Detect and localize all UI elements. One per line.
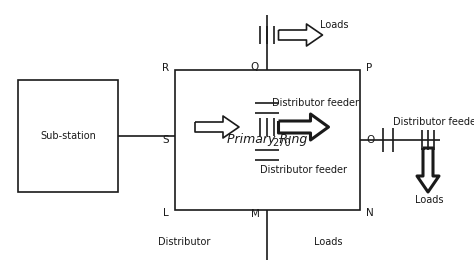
Text: Loads: Loads (415, 195, 444, 205)
Text: Distributor feeder: Distributor feeder (273, 98, 359, 108)
Text: S: S (163, 135, 169, 145)
Text: Loads: Loads (315, 237, 343, 247)
Text: P: P (366, 63, 372, 73)
Text: N: N (366, 208, 374, 218)
Bar (175, 70, 360, 210)
Text: Distributor feeder: Distributor feeder (260, 165, 347, 175)
Text: Primary Ring: Primary Ring (228, 134, 308, 147)
Text: L: L (163, 208, 169, 218)
Text: R: R (162, 63, 169, 73)
Text: Distributor: Distributor (158, 237, 210, 247)
Text: Sub-station: Sub-station (40, 131, 96, 141)
Text: M: M (251, 209, 259, 219)
Text: Distributor feeder: Distributor feeder (393, 117, 474, 127)
Bar (18, 80, 118, 192)
Text: Loads: Loads (320, 20, 348, 30)
Text: O: O (366, 135, 374, 145)
Text: Q: Q (251, 62, 259, 72)
Text: 270: 270 (273, 138, 291, 148)
